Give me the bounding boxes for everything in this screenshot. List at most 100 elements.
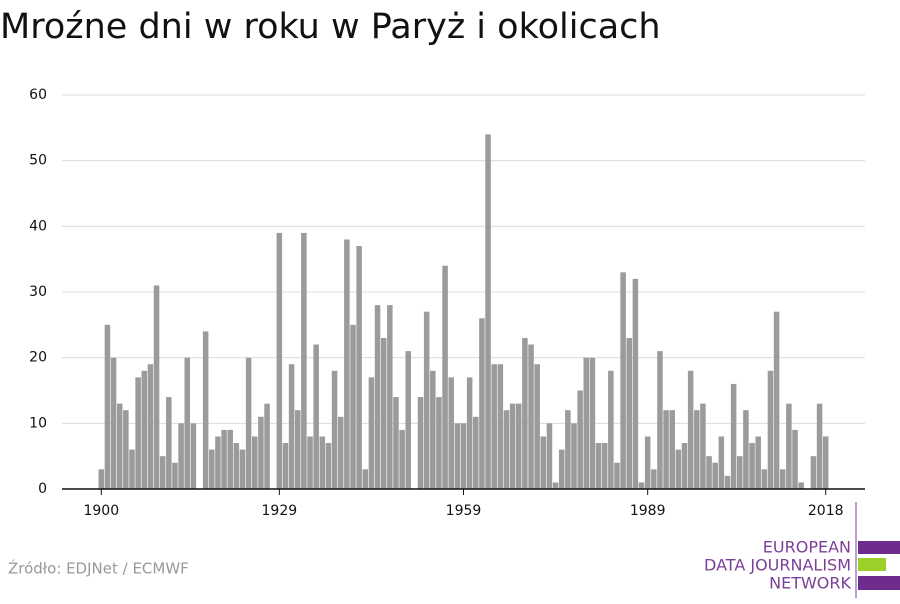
bar [368, 377, 375, 489]
bar [509, 403, 516, 489]
bar [503, 410, 510, 489]
bar [423, 311, 430, 489]
bar [466, 377, 473, 489]
y-tick-label: 60 [29, 87, 47, 103]
bar [786, 403, 792, 489]
bar [344, 239, 350, 489]
bar [663, 410, 669, 489]
bar [374, 305, 381, 489]
bar [736, 456, 743, 489]
bar [245, 357, 252, 489]
bar [436, 397, 442, 489]
bar [608, 370, 614, 489]
bar [540, 436, 547, 489]
y-tick-label: 40 [29, 218, 47, 234]
bar [460, 423, 467, 489]
bar [417, 397, 424, 489]
bar [479, 318, 485, 489]
bar [362, 469, 369, 489]
bar [822, 436, 829, 489]
bar [123, 410, 129, 489]
bar [706, 456, 712, 489]
bar [166, 397, 172, 489]
bar [135, 377, 141, 489]
bar [387, 305, 393, 489]
y-tick-label: 0 [38, 481, 47, 497]
bar [448, 377, 454, 489]
bar [430, 370, 436, 489]
y-tick-label: 30 [29, 284, 47, 300]
bar [528, 344, 534, 489]
bar [313, 344, 319, 489]
bar [405, 351, 412, 489]
y-tick-label: 10 [29, 415, 47, 431]
bar [307, 436, 313, 489]
bar [730, 383, 737, 489]
bar [380, 337, 387, 489]
bar [810, 456, 817, 489]
bar [159, 456, 166, 489]
bar [454, 423, 461, 489]
logo-bar [858, 541, 900, 554]
logo-text: EUROPEAN [763, 538, 851, 557]
logo-text: DATA JOURNALISM [704, 556, 851, 575]
bar [749, 443, 755, 489]
bar [491, 364, 497, 489]
x-tick-label: 1900 [83, 503, 119, 519]
bar [497, 364, 504, 489]
bar [681, 443, 688, 489]
bar [724, 475, 731, 489]
bar [233, 443, 240, 489]
bar [644, 436, 651, 489]
bar [325, 443, 332, 489]
bar [356, 246, 362, 489]
bar [546, 423, 553, 489]
bar [515, 403, 522, 489]
bar [319, 436, 326, 489]
chart-title: Mroźne dni w roku w Paryż i okolicach [0, 7, 661, 47]
bar [264, 403, 270, 489]
bar [558, 449, 565, 489]
bar [718, 436, 725, 489]
bar [239, 449, 246, 489]
bar [104, 324, 111, 489]
bar [227, 429, 233, 489]
bar [209, 449, 215, 489]
bar [337, 416, 344, 489]
bar [773, 311, 780, 489]
bar [172, 462, 178, 489]
bar [816, 403, 823, 489]
source: Źródło: EDJNet / ECMWF [8, 559, 189, 578]
bar [153, 285, 160, 489]
bar [178, 423, 184, 489]
bar [116, 403, 123, 489]
logo-bar [858, 558, 886, 571]
bar [221, 429, 227, 489]
bar [583, 357, 590, 489]
bar [601, 443, 608, 489]
x-tick-label: 1929 [262, 503, 298, 519]
bar [638, 482, 645, 489]
bar [534, 364, 540, 489]
bar [651, 469, 657, 489]
bar [577, 390, 583, 489]
bar [589, 357, 596, 489]
bar [147, 364, 154, 489]
bar [657, 351, 663, 489]
bar [485, 134, 491, 489]
bar [288, 364, 295, 489]
y-tick-label: 20 [29, 350, 47, 366]
bar [552, 482, 559, 489]
y-tick-label: 50 [29, 153, 47, 169]
bar [215, 436, 221, 489]
bar [141, 370, 148, 489]
bar [632, 278, 639, 489]
bar [687, 370, 694, 489]
bar [301, 232, 307, 489]
bar [614, 462, 620, 489]
bar [110, 357, 117, 489]
bar [694, 410, 700, 489]
bar [98, 469, 105, 489]
bar [565, 410, 571, 489]
bar [350, 324, 356, 489]
